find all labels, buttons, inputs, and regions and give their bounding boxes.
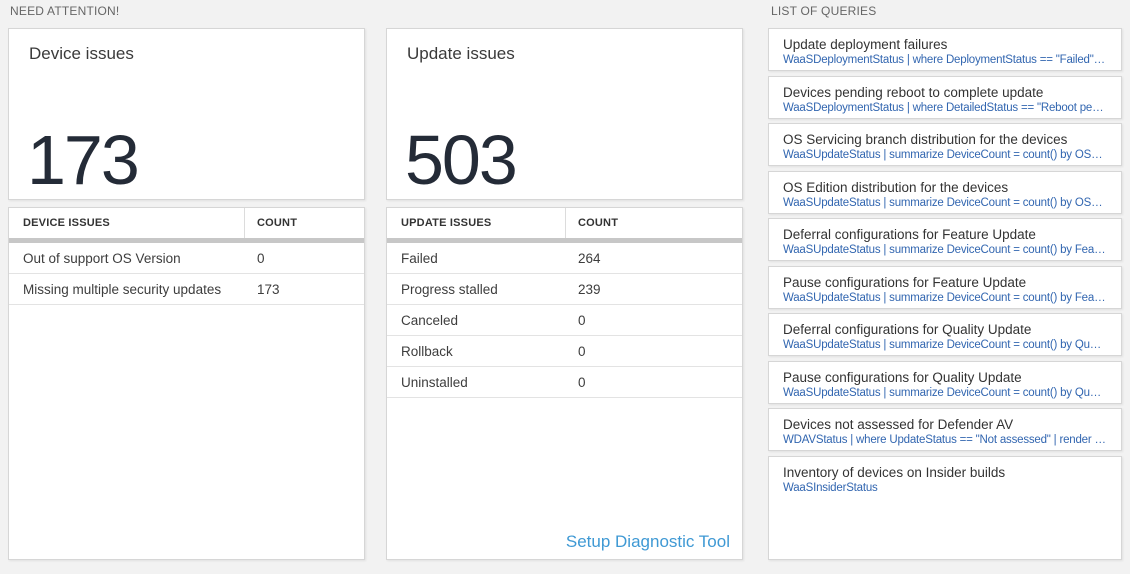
list-of-queries-header: LIST OF QUERIES xyxy=(771,4,877,18)
query-text: WaaSUpdateStatus | summarize DeviceCount… xyxy=(783,386,1107,399)
issue-count: 0 xyxy=(578,312,586,328)
query-title: Deferral configurations for Feature Upda… xyxy=(783,227,1036,242)
column-header-count: COUNT xyxy=(578,217,619,229)
query-title: Devices pending reboot to complete updat… xyxy=(783,84,1044,100)
query-text: WaaSUpdateStatus | summarize DeviceCount… xyxy=(783,244,1107,256)
query-text: WaaSUpdateStatus | summarize DeviceCount… xyxy=(783,339,1107,351)
query-title: Devices not assessed for Defender AV xyxy=(783,417,1014,432)
issue-label: Out of support OS Version xyxy=(23,250,181,266)
issue-count: 239 xyxy=(578,281,601,297)
query-text: WaaSDeploymentStatus | where DetailedSta… xyxy=(783,101,1107,114)
query-card-pause-feature-update[interactable]: Pause configurations for Feature Update … xyxy=(768,265,1122,309)
query-title: Pause configurations for Quality Update xyxy=(783,369,1022,385)
device-issues-title: Device issues xyxy=(29,44,134,63)
table-row[interactable]: Rollback 0 xyxy=(387,336,742,367)
update-issues-tile[interactable]: Update issues 503 xyxy=(386,28,743,200)
table-row[interactable]: Out of support OS Version 0 xyxy=(9,243,364,274)
column-header-device-issues: DEVICE ISSUES xyxy=(9,208,245,238)
query-title: Deferral configurations for Quality Upda… xyxy=(783,322,1032,337)
column-header-update-issues: UPDATE ISSUES xyxy=(387,208,566,238)
table-header-divider-bar xyxy=(387,238,742,243)
query-list: Update deployment failures WaaSDeploymen… xyxy=(768,28,1122,560)
issue-label: Rollback xyxy=(401,343,453,359)
issue-count: 0 xyxy=(578,343,586,359)
issue-label: Failed xyxy=(401,250,438,266)
device-issues-tile[interactable]: Device issues 173 xyxy=(8,28,365,200)
query-text: WaaSUpdateStatus | summarize DeviceCount… xyxy=(783,291,1107,304)
query-card-devices-pending-reboot[interactable]: Devices pending reboot to complete updat… xyxy=(768,75,1122,119)
query-card-devices-not-assessed-defender-av[interactable]: Devices not assessed for Defender AV WDA… xyxy=(768,408,1122,451)
issue-count: 0 xyxy=(578,374,586,390)
query-card-pause-quality-update[interactable]: Pause configurations for Quality Update … xyxy=(768,360,1122,404)
update-issues-table-card: UPDATE ISSUES COUNT Failed 264 Progress … xyxy=(386,207,743,560)
issue-count: 264 xyxy=(578,250,601,266)
query-text: WDAVStatus | where UpdateStatus == "Not … xyxy=(783,434,1107,446)
query-title: OS Servicing branch distribution for the… xyxy=(783,132,1068,147)
table-row[interactable]: Uninstalled 0 xyxy=(387,367,742,398)
need-attention-header: NEED ATTENTION! xyxy=(10,4,120,18)
issue-label: Canceled xyxy=(401,312,459,328)
table-header-divider-bar xyxy=(9,238,364,243)
query-text: WaaSUpdateStatus | summarize DeviceCount… xyxy=(783,149,1107,161)
table-row[interactable]: Missing multiple security updates 173 xyxy=(9,274,364,305)
column-header-count: COUNT xyxy=(257,217,298,229)
update-issues-count: 503 xyxy=(405,121,518,199)
issue-label: Uninstalled xyxy=(401,374,468,390)
query-text: WaaSUpdateStatus | summarize DeviceCount… xyxy=(783,196,1107,209)
device-issues-table-header: DEVICE ISSUES COUNT xyxy=(9,208,364,238)
table-row[interactable]: Failed 264 xyxy=(387,243,742,274)
issue-count: 0 xyxy=(257,250,265,266)
query-card-os-edition-distribution[interactable]: OS Edition distribution for the devices … xyxy=(768,170,1122,214)
device-issues-count: 173 xyxy=(27,121,140,199)
issue-label: Missing multiple security updates xyxy=(23,281,222,297)
table-row[interactable]: Progress stalled 239 xyxy=(387,274,742,305)
query-title: Inventory of devices on Insider builds xyxy=(783,464,1006,480)
query-title: OS Edition distribution for the devices xyxy=(783,179,1009,195)
query-card-os-servicing-branch[interactable]: OS Servicing branch distribution for the… xyxy=(768,123,1122,166)
query-card-inventory-insider-builds[interactable]: Inventory of devices on Insider builds W… xyxy=(768,455,1122,560)
update-issues-table-header: UPDATE ISSUES COUNT xyxy=(387,208,742,238)
query-title: Pause configurations for Feature Update xyxy=(783,274,1027,290)
issue-count: 173 xyxy=(257,281,280,297)
setup-diagnostic-tool-link[interactable]: Setup Diagnostic Tool xyxy=(565,532,730,551)
query-card-update-deployment-failures[interactable]: Update deployment failures WaaSDeploymen… xyxy=(768,28,1122,71)
table-row[interactable]: Canceled 0 xyxy=(387,305,742,336)
query-text: WaaSInsiderStatus xyxy=(783,481,878,494)
update-issues-title: Update issues xyxy=(407,44,515,63)
query-card-deferral-feature-update[interactable]: Deferral configurations for Feature Upda… xyxy=(768,218,1122,261)
issue-label: Progress stalled xyxy=(401,281,498,297)
device-issues-table-card: DEVICE ISSUES COUNT Out of support OS Ve… xyxy=(8,207,365,560)
query-title: Update deployment failures xyxy=(783,37,948,52)
query-card-deferral-quality-update[interactable]: Deferral configurations for Quality Upda… xyxy=(768,313,1122,356)
query-text: WaaSDeploymentStatus | where DeploymentS… xyxy=(783,54,1107,66)
